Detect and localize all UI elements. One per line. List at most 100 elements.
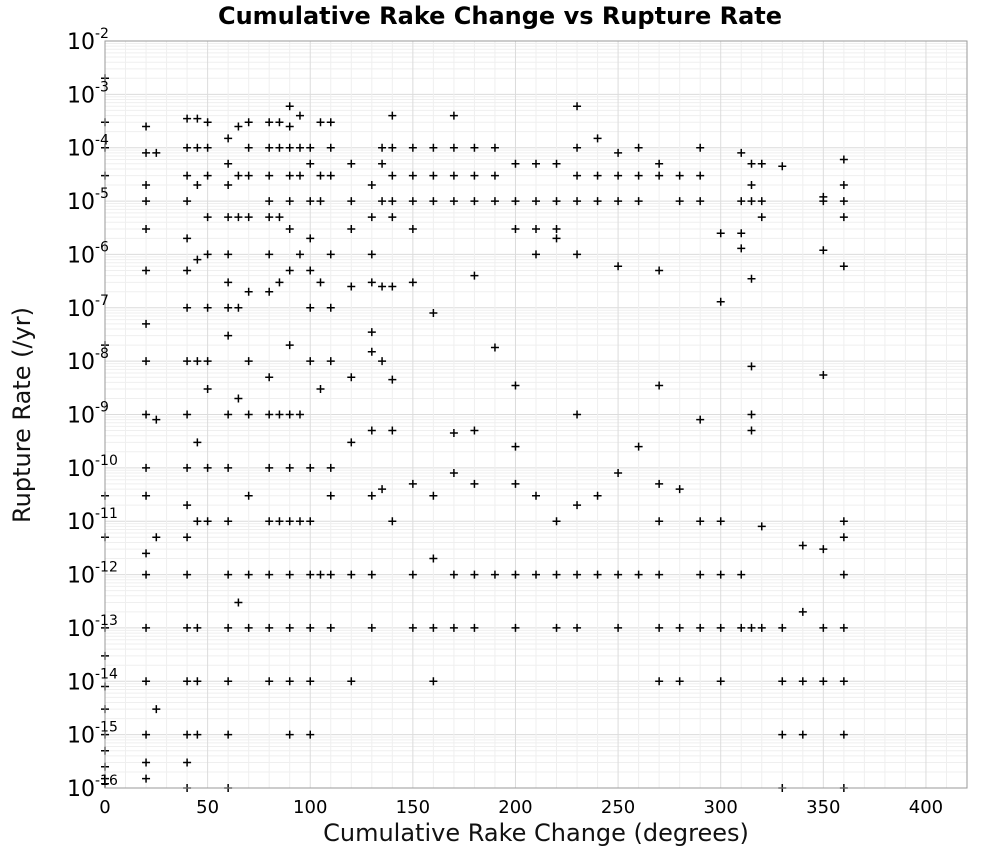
data-point (285, 410, 294, 419)
data-point (142, 463, 151, 472)
y-tick-label: 10-6 (67, 239, 109, 268)
data-point (747, 197, 756, 206)
data-point (367, 181, 376, 190)
data-point (532, 159, 540, 168)
data-point (573, 410, 582, 419)
data-point (285, 197, 294, 206)
data-point (193, 730, 202, 739)
data-point (573, 501, 582, 510)
data-point (593, 491, 602, 500)
data-point (449, 623, 458, 632)
data-point (142, 623, 151, 632)
x-tick-label: 250 (601, 797, 635, 818)
data-point (275, 213, 284, 222)
data-point (193, 517, 202, 526)
y-tick-exponent: -12 (95, 560, 118, 576)
data-point (326, 357, 335, 366)
data-point (224, 463, 233, 472)
data-point (367, 426, 376, 435)
data-point (655, 159, 664, 168)
data-point (819, 192, 828, 201)
data-point (367, 250, 376, 259)
data-point (326, 491, 335, 500)
data-point (326, 303, 335, 312)
y-tick-base: 10 (67, 404, 95, 429)
data-point (429, 677, 438, 686)
data-point (275, 118, 284, 127)
data-point (408, 278, 417, 287)
y-tick-exponent: -10 (95, 453, 118, 469)
data-point (696, 517, 705, 526)
data-point (203, 303, 212, 312)
data-point (798, 607, 807, 616)
data-point (429, 143, 438, 152)
data-point (614, 570, 623, 579)
data-point (203, 517, 212, 526)
data-point (265, 118, 274, 127)
x-tick-label: 150 (396, 797, 430, 818)
data-point (388, 171, 397, 180)
data-point (183, 623, 192, 632)
data-point (183, 533, 192, 542)
data-point (285, 730, 294, 739)
data-point (675, 677, 684, 686)
y-tick-exponent: -16 (95, 773, 118, 789)
data-point (429, 491, 438, 500)
data-point (367, 213, 376, 222)
data-point (193, 438, 202, 447)
x-tick-label: 100 (293, 797, 327, 818)
data-point (285, 341, 294, 350)
data-point (275, 517, 284, 526)
data-point (326, 143, 335, 152)
data-point (224, 517, 233, 526)
data-point (819, 623, 828, 632)
y-tick-base: 10 (67, 297, 95, 322)
y-tick-label: 10-4 (67, 133, 109, 162)
data-point (655, 677, 664, 686)
data-point (429, 623, 438, 632)
data-point (183, 143, 192, 152)
data-point (614, 469, 623, 478)
data-point (234, 598, 243, 607)
y-tick-exponent: -3 (95, 79, 109, 95)
data-point (142, 148, 151, 157)
data-point (295, 111, 304, 120)
data-point (224, 278, 233, 287)
data-point (532, 491, 540, 500)
data-point (142, 730, 151, 739)
data-point (183, 463, 192, 472)
data-point (757, 623, 766, 632)
data-point (511, 479, 520, 488)
data-point (655, 381, 664, 390)
data-point (285, 517, 294, 526)
data-point (183, 501, 192, 510)
data-point (306, 463, 315, 472)
data-point (757, 159, 766, 168)
data-point (224, 159, 233, 168)
data-point (142, 549, 151, 558)
data-point (839, 197, 848, 206)
data-point (757, 213, 766, 222)
data-point (408, 224, 417, 233)
data-point (747, 410, 756, 419)
data-point (839, 533, 848, 542)
data-point (490, 171, 499, 180)
data-point (306, 266, 315, 275)
data-point (511, 570, 520, 579)
data-point (265, 373, 274, 382)
data-point (183, 730, 192, 739)
data-point (193, 114, 202, 123)
data-point (634, 143, 643, 152)
data-point (378, 159, 387, 168)
data-point (778, 623, 787, 632)
data-point (234, 122, 243, 131)
data-point (224, 181, 233, 190)
data-point (696, 415, 705, 424)
y-tick-exponent: -2 (95, 26, 109, 42)
data-point (716, 517, 725, 526)
data-point (326, 463, 335, 472)
data-point (839, 730, 848, 739)
data-point (326, 118, 335, 127)
data-point (265, 623, 274, 632)
data-point (532, 197, 540, 206)
